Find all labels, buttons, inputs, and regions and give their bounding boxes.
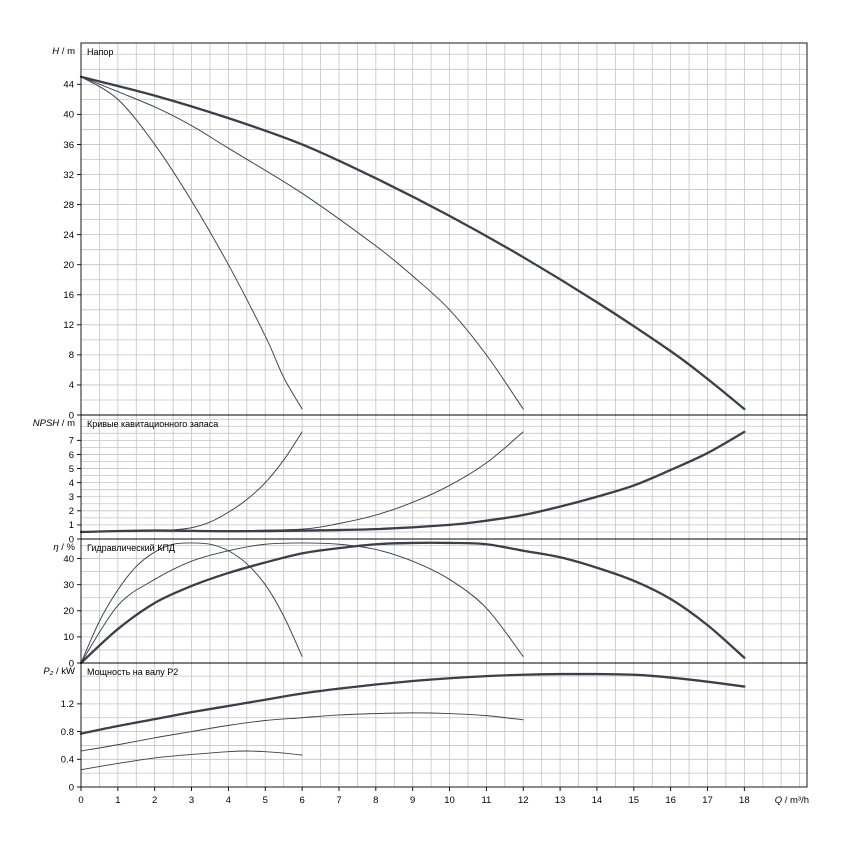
x-tick-label: 2: [152, 795, 157, 806]
y-axis-unit: m: [67, 418, 75, 429]
x-tick-label: 0: [78, 795, 83, 806]
panel-title-power: Мощность на валу P2: [87, 667, 178, 677]
x-tick-label: 5: [263, 795, 268, 806]
y-tick-label: 30: [63, 580, 74, 591]
curve-eff-2: [80, 542, 524, 664]
y-axis-separator: /: [59, 46, 67, 57]
y-tick-label: 32: [63, 170, 74, 181]
x-tick-label: 8: [373, 795, 378, 806]
y-tick-label: 0.8: [61, 727, 74, 738]
y-axis-variable: P₂: [43, 666, 53, 677]
panel-title-npsh: Кривые кавитационного запаса: [87, 419, 218, 429]
y-axis-label-power: P₂ / kW: [43, 666, 75, 677]
x-axis-separator: /: [782, 795, 790, 806]
y-axis-variable: NPSH: [33, 418, 60, 429]
frame-layer: [77, 42, 808, 791]
y-axis-unit: %: [67, 542, 76, 553]
y-tick-label: 12: [63, 320, 74, 331]
y-tick-label: 20: [63, 606, 74, 617]
y-tick-label: 1.2: [61, 699, 74, 710]
y-tick-label: 6: [69, 450, 74, 461]
x-axis-label: Q / m³/h: [775, 795, 809, 806]
y-axis-variable: η: [53, 542, 58, 553]
curve-power-3: [79, 672, 746, 735]
panel-title-head: Напор: [87, 47, 113, 57]
x-tick-label: 9: [410, 795, 415, 806]
y-tick-label: 4: [69, 478, 74, 489]
y-axis-separator: /: [53, 666, 61, 677]
y-tick-label: 0: [69, 534, 74, 545]
y-axis-variable: H: [52, 46, 59, 57]
x-tick-label: 1: [115, 795, 120, 806]
y-tick-label: 16: [63, 290, 74, 301]
x-tick-label: 17: [702, 795, 713, 806]
curve-head-3: [79, 75, 746, 411]
x-tick-label: 13: [555, 795, 566, 806]
y-tick-label: 40: [63, 554, 74, 565]
y-tick-label: 4: [69, 380, 74, 391]
curve-power-1: [80, 750, 303, 771]
curve-eff-1: [80, 542, 303, 664]
x-tick-label: 11: [481, 795, 491, 806]
y-tick-label: 1: [69, 520, 74, 531]
y-tick-label: 36: [63, 140, 74, 151]
y-axis-separator: /: [59, 542, 67, 553]
panel-title-eff: Гидравлический КПД: [87, 543, 175, 553]
x-tick-label: 3: [189, 795, 194, 806]
y-axis-label-eff: η / %: [53, 542, 75, 553]
y-axis-label-npsh: NPSH / m: [33, 418, 75, 429]
y-tick-label: 5: [69, 464, 74, 475]
curve-head-1: [80, 76, 303, 410]
y-axis-label-head: H / m: [52, 46, 75, 57]
x-tick-label: 15: [629, 795, 640, 806]
y-tick-label: 0.4: [61, 755, 74, 766]
y-tick-label: 8: [69, 350, 74, 361]
y-tick-label: 24: [63, 230, 74, 241]
curve-eff-3: [79, 541, 746, 665]
y-tick-label: 0: [69, 658, 74, 669]
x-tick-label: 12: [518, 795, 529, 806]
plot-frame: [80, 42, 808, 788]
x-tick-label: 18: [739, 795, 750, 806]
y-axis-separator: /: [59, 418, 67, 429]
y-tick-label: 0: [69, 782, 74, 793]
x-axis-unit: m³/h: [790, 795, 809, 806]
curve-npsh-3: [79, 430, 746, 534]
y-tick-label: 3: [69, 492, 74, 503]
curve-power-2: [80, 712, 524, 752]
y-tick-label: 40: [63, 110, 74, 121]
y-axis-unit: m: [67, 46, 75, 57]
x-tick-label: 16: [665, 795, 676, 806]
y-tick-label: 2: [69, 506, 74, 517]
x-tick-label: 10: [444, 795, 455, 806]
y-axis-unit: kW: [61, 666, 75, 677]
y-tick-label: 20: [63, 260, 74, 271]
y-tick-label: 10: [63, 632, 74, 643]
curve-head-2: [80, 76, 524, 410]
x-tick-label: 4: [226, 795, 231, 806]
x-tick-label: 14: [592, 795, 603, 806]
x-tick-label: 7: [336, 795, 341, 806]
x-tick-label: 6: [299, 795, 304, 806]
curve-layer: [79, 75, 746, 771]
y-tick-label: 7: [69, 436, 74, 447]
y-tick-label: 28: [63, 200, 74, 211]
x-axis-variable: Q: [775, 795, 783, 806]
y-tick-label: 0: [69, 410, 74, 421]
y-tick-label: 44: [63, 80, 74, 91]
